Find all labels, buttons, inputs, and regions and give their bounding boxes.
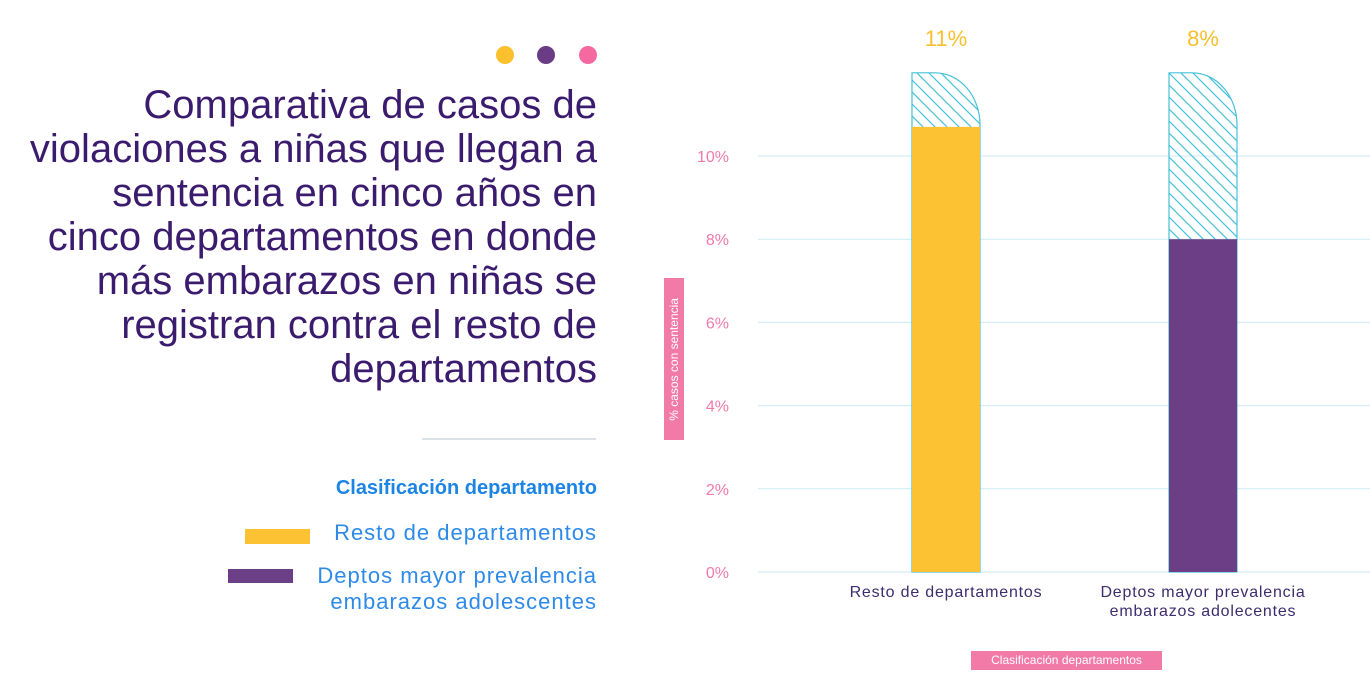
legend-label-line: embarazos adolescentes [330, 589, 597, 614]
chart-title: Comparativa de casos de violaciones a ni… [30, 83, 597, 391]
data-label: 11% [925, 26, 967, 51]
y-axis-title: % casos con sentencia [667, 297, 681, 421]
x-category-label-line: embarazos adolecentes [1110, 603, 1297, 620]
y-tick-label: 0% [706, 565, 729, 582]
legend-swatch-purple [228, 569, 293, 583]
title-line: Comparativa de casos de [143, 83, 597, 127]
title-line: violaciones a niñas que llegan a [29, 127, 597, 171]
purple-dot [537, 46, 555, 64]
labels: 11% Resto de departamentos 8% Deptos mayor … [850, 26, 1305, 620]
x-category-label-line: Resto de departamentos [850, 584, 1043, 601]
y-tick-label: 6% [706, 315, 729, 332]
y-axis-ticks: 0% 2% 4% 6% 8% 10% [697, 149, 729, 582]
y-tick-label: 8% [706, 232, 729, 249]
x-category-label-line: Deptos mayor prevalencia [1100, 584, 1305, 601]
x-category-label: Deptos mayor prevalencia embarazos adolec… [1100, 584, 1305, 620]
y-tick-label: 4% [706, 399, 729, 416]
pink-dot [579, 46, 597, 64]
bar [1169, 239, 1237, 572]
legend-label-line: Deptos mayor prevalencia [317, 563, 597, 588]
title-line: departamentos [330, 347, 597, 391]
legend-title: Clasificación departamento [335, 477, 597, 499]
y-axis-title-box: % casos con sentencia [664, 278, 684, 440]
bar-chart: 0% 2% 4% 6% 8% 10% 11% Resto de departamentos 8… [697, 26, 1370, 620]
legend-item-label: Deptos mayor prevalencia embarazos adole… [317, 563, 597, 615]
divider [422, 438, 596, 440]
legend-item-label: Resto de departamentos [334, 520, 597, 546]
title-line: registran contra el resto de [121, 303, 597, 347]
bars [911, 72, 1238, 573]
bar [912, 126, 980, 572]
title-line: cinco departamentos en donde [47, 215, 597, 259]
title-line: sentencia en cinco años en [112, 171, 597, 215]
y-tick-label: 10% [697, 149, 729, 166]
x-category-label: Resto de departamentos [850, 584, 1043, 601]
title-line: más embarazos en niñas se [96, 259, 597, 303]
x-axis-title: Clasificación departamentos [971, 651, 1162, 670]
gridlines [758, 155, 1370, 573]
legend-swatch-yellow [245, 529, 310, 544]
legend-label-line: Resto de departamentos [334, 520, 597, 545]
y-tick-label: 2% [706, 482, 729, 499]
data-label: 8% [1187, 26, 1219, 51]
yellow-dot [496, 46, 514, 64]
